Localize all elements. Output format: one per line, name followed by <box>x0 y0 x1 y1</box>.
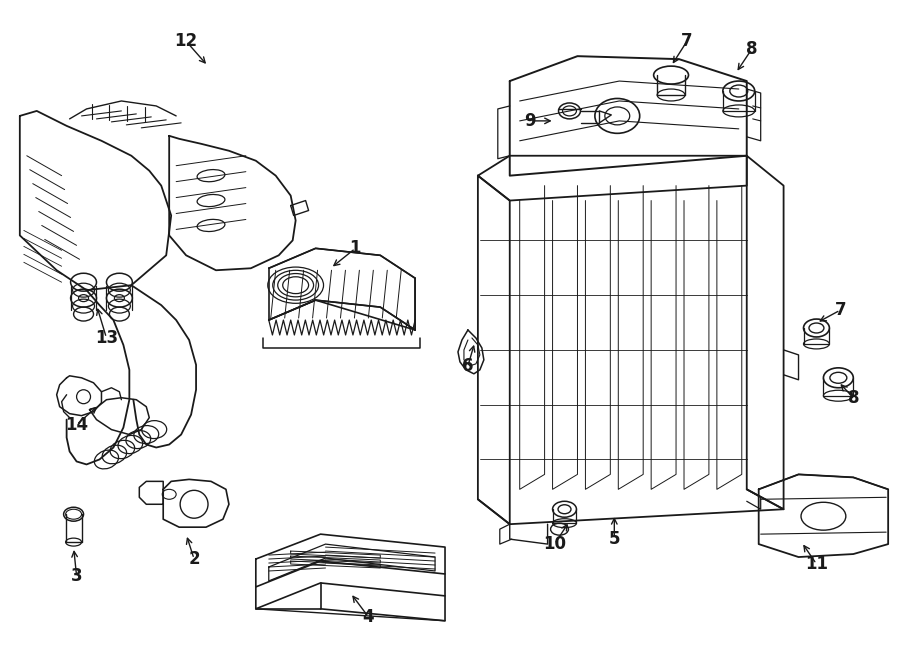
Text: 7: 7 <box>834 301 846 319</box>
Text: 10: 10 <box>543 535 566 553</box>
Text: 13: 13 <box>94 329 118 347</box>
Text: 6: 6 <box>463 357 473 375</box>
Text: 4: 4 <box>363 608 374 626</box>
Text: 9: 9 <box>524 112 536 130</box>
Text: 1: 1 <box>349 239 361 257</box>
Text: 8: 8 <box>746 40 758 58</box>
Text: 5: 5 <box>608 530 620 548</box>
Text: 12: 12 <box>175 32 198 50</box>
Text: 11: 11 <box>805 555 828 573</box>
Text: 3: 3 <box>71 567 83 585</box>
Text: 8: 8 <box>848 389 859 407</box>
Text: 14: 14 <box>65 416 88 434</box>
Text: 2: 2 <box>188 550 200 568</box>
Text: 7: 7 <box>681 32 693 50</box>
